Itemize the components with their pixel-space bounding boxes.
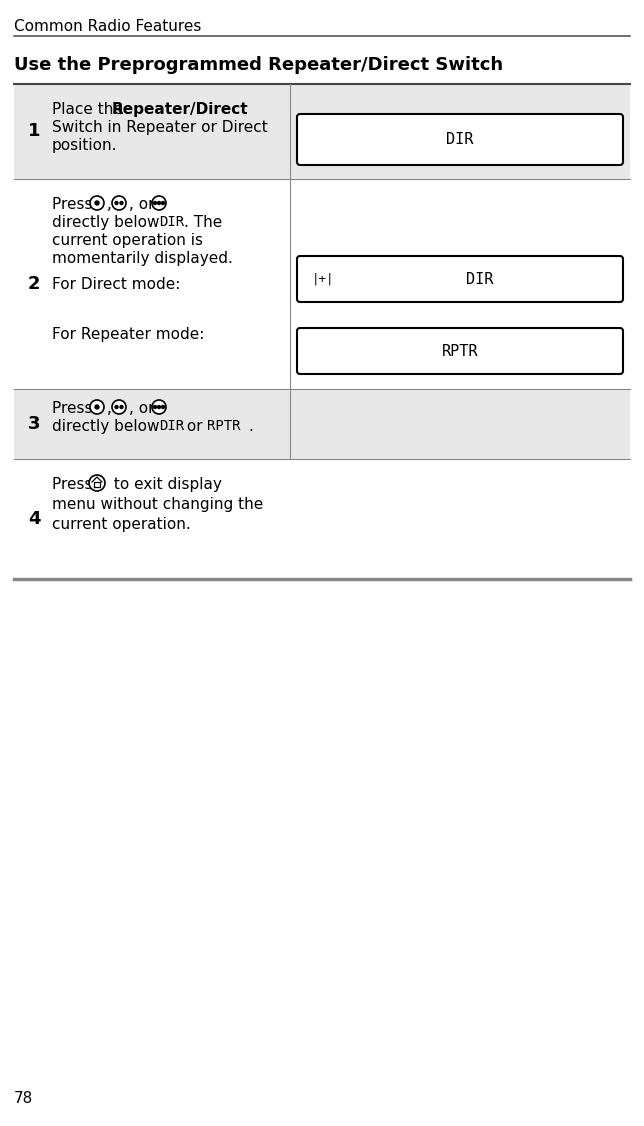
Text: Repeater/Direct: Repeater/Direct	[112, 102, 249, 117]
Circle shape	[120, 405, 123, 409]
Circle shape	[152, 196, 166, 211]
Text: Press: Press	[52, 197, 97, 212]
Circle shape	[162, 202, 164, 205]
Circle shape	[95, 405, 99, 409]
Circle shape	[115, 202, 118, 205]
Text: momentarily displayed.: momentarily displayed.	[52, 251, 233, 266]
Bar	[14, 179, 630, 388]
FancyBboxPatch shape	[297, 256, 623, 302]
Circle shape	[152, 400, 166, 414]
Bar	[14, 459, 630, 579]
Circle shape	[112, 400, 126, 414]
Text: Press: Press	[52, 401, 97, 415]
Text: position.: position.	[52, 138, 117, 153]
Circle shape	[162, 405, 164, 409]
Text: 2: 2	[28, 275, 41, 293]
Circle shape	[90, 400, 104, 414]
Circle shape	[120, 202, 123, 205]
Circle shape	[158, 405, 160, 409]
Text: .: .	[248, 419, 253, 434]
Bar	[14, 388, 630, 459]
Text: 3: 3	[28, 415, 41, 434]
Text: For Repeater mode:: For Repeater mode:	[52, 327, 204, 342]
Text: RPTR: RPTR	[207, 419, 240, 434]
Circle shape	[158, 202, 160, 205]
FancyBboxPatch shape	[297, 328, 623, 374]
Text: Use the Preprogrammed Repeater/Direct Switch: Use the Preprogrammed Repeater/Direct Sw…	[14, 56, 503, 74]
Text: ,: ,	[107, 197, 112, 212]
Bar	[14, 84, 630, 179]
Circle shape	[115, 405, 118, 409]
Circle shape	[153, 405, 156, 409]
Text: |+|: |+|	[312, 272, 334, 286]
Text: 1: 1	[28, 123, 41, 141]
Circle shape	[89, 475, 105, 491]
Text: menu without changing the: menu without changing the	[52, 497, 263, 512]
Text: , or: , or	[129, 197, 155, 212]
Text: RPTR: RPTR	[442, 343, 478, 358]
Text: Press: Press	[52, 477, 97, 492]
Circle shape	[90, 196, 104, 211]
Text: DIR: DIR	[159, 419, 184, 434]
Text: , or: , or	[129, 401, 155, 415]
Text: directly below: directly below	[52, 215, 164, 230]
Text: DIR: DIR	[159, 215, 184, 229]
Text: Common Radio Features: Common Radio Features	[14, 19, 202, 34]
Text: Switch in Repeater or Direct: Switch in Repeater or Direct	[52, 120, 268, 135]
Text: ,: ,	[107, 401, 112, 415]
Text: Place the: Place the	[52, 102, 128, 117]
Text: or: or	[182, 419, 207, 434]
Text: to exit display: to exit display	[109, 477, 222, 492]
Text: directly below: directly below	[52, 419, 164, 434]
Text: DIR: DIR	[466, 271, 494, 286]
Text: current operation is: current operation is	[52, 233, 203, 248]
Text: . The: . The	[184, 215, 222, 230]
Circle shape	[153, 202, 156, 205]
Circle shape	[112, 196, 126, 211]
Circle shape	[95, 202, 99, 205]
Text: DIR: DIR	[446, 132, 474, 148]
Text: For Direct mode:: For Direct mode:	[52, 277, 180, 292]
FancyBboxPatch shape	[297, 114, 623, 166]
Text: 78: 78	[14, 1091, 33, 1106]
Text: current operation.: current operation.	[52, 517, 191, 531]
Text: 4: 4	[28, 510, 41, 528]
